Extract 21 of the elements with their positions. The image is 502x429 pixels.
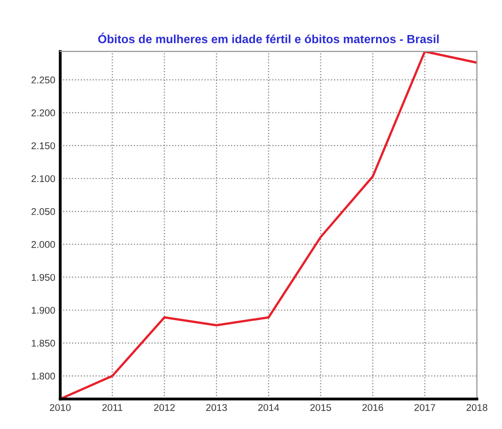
y-tick-label: 2.100 bbox=[32, 175, 55, 182]
y-tick-label: 2.050 bbox=[32, 208, 55, 216]
y-tick-label: 1.800 bbox=[32, 372, 55, 380]
x-tick-label: 2015 bbox=[310, 404, 332, 411]
x-tick-label: 2010 bbox=[50, 404, 71, 411]
chart-title: Óbitos de mulheres em idade fértil e óbitos maternos - Brasil bbox=[98, 32, 439, 44]
y-tick-label: 1.850 bbox=[32, 340, 55, 347]
x-tick-label: 2013 bbox=[206, 404, 227, 411]
x-tick-label: 2017 bbox=[414, 404, 436, 411]
y-tick-label: 2.150 bbox=[32, 142, 55, 150]
y-tick-label: 2.000 bbox=[32, 241, 55, 248]
y-tick-label: 2.250 bbox=[32, 76, 55, 84]
x-tick-label: 2014 bbox=[258, 404, 280, 411]
x-tick-label: 2018 bbox=[466, 404, 488, 411]
y-tick-label: 1.950 bbox=[32, 274, 55, 281]
x-tick-label: 2016 bbox=[362, 404, 384, 411]
y-tick-label: 1.900 bbox=[32, 306, 55, 314]
x-tick-label: 2011 bbox=[102, 404, 122, 411]
x-tick-label: 2012 bbox=[154, 404, 175, 411]
y-tick-label: 2.200 bbox=[32, 109, 55, 116]
line-series bbox=[60, 51, 477, 399]
